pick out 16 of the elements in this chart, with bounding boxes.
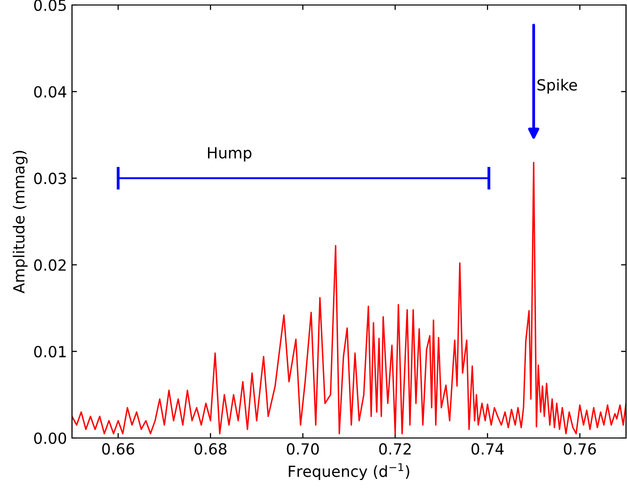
x-tick-label: 0.68 — [194, 443, 226, 455]
y-axis-title: Amplitude (mmag) — [12, 150, 28, 294]
x-tick-label: 0.74 — [472, 443, 504, 455]
y-tick-label: 0.02 — [34, 259, 66, 271]
y-tick-label: 0.01 — [34, 346, 66, 358]
annotation: Spike — [537, 78, 577, 94]
x-tick-label: 0.66 — [102, 443, 134, 455]
x-tick-label: 0.76 — [564, 443, 596, 455]
line-series — [72, 162, 626, 434]
x-axis-title: Frequency (d$^{−1}$) — [288, 463, 410, 480]
annotation: Hump — [208, 147, 252, 162]
y-tick-label: 0.03 — [34, 172, 66, 184]
x-tick-label: 0.70 — [286, 443, 319, 455]
y-tick-label: 0.04 — [34, 86, 66, 98]
y-tick-label: 0.00 — [34, 432, 66, 444]
x-tick-label: 0.72 — [379, 443, 411, 455]
